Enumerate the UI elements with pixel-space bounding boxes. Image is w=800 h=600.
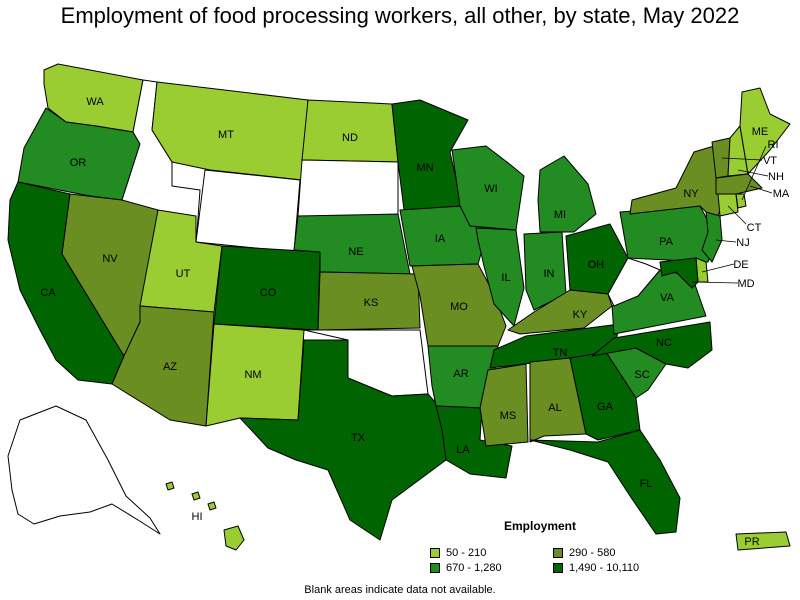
state-label-mt: MT [218,129,234,141]
state-wi [451,145,525,231]
state-label-nj: NJ [736,237,749,249]
leader-line-ma [749,185,773,194]
state-label-co: CO [260,287,277,299]
state-label-nh: NH [768,171,784,183]
state-label-wa: WA [86,96,104,108]
state-al [529,357,587,443]
state-label-de: DE [733,259,748,271]
state-label-ia: IA [435,233,446,245]
state-pa [619,205,717,263]
state-label-vt: VT [763,155,777,167]
state-label-md: MD [737,278,754,290]
state-hi [165,481,245,551]
state-ak [7,405,161,535]
leader-line-de [701,263,735,273]
state-label-ny: NY [683,188,699,200]
legend-item-bin-2: 290 - 580 [553,546,615,560]
map-title: Employment of food processing workers, a… [60,3,740,28]
state-label-ar: AR [453,368,468,380]
state-ky [507,289,613,335]
state-label-nv: NV [102,253,118,265]
state-mi [537,155,597,233]
state-wy [195,169,301,253]
state-md [659,257,699,289]
footnote: Blank areas indicate data not available. [304,584,496,596]
state-label-tx: TX [351,432,366,444]
legend-title: Employment [504,519,577,533]
state-label-ga: GA [597,401,614,413]
state-label-nm: NM [244,369,261,381]
legend-swatch [430,548,440,558]
state-label-ks: KS [364,297,379,309]
state-label-la: LA [456,444,470,456]
state-label-tn: TN [553,347,568,359]
legend-label: 50 - 210 [446,547,487,559]
state-label-sc: SC [634,369,649,381]
state-label-ut: UT [176,268,191,280]
state-label-ct: CT [747,222,762,234]
state-tx [239,339,447,541]
state-label-ca: CA [40,287,56,299]
state-mo [411,263,507,347]
state-label-mo: MO [450,301,468,313]
state-nd [301,99,399,163]
state-il [475,227,525,327]
state-label-oh: OH [588,259,605,271]
state-label-nc: NC [656,337,672,349]
leader-line-nh [737,169,769,177]
state-label-ms: MS [500,410,517,422]
legend-label: 670 - 1,280 [446,562,502,574]
state-label-me: ME [752,126,769,138]
state-fl [529,429,681,535]
state-label-ne: NE [348,246,363,258]
state-pr [735,531,791,551]
state-label-ky: KY [573,309,588,321]
state-label-ma: MA [773,188,790,200]
state-label-in: IN [544,268,555,280]
legend-label: 290 - 580 [569,547,616,559]
state-label-hi: HI [192,511,203,523]
leader-line-md [691,281,739,284]
legend-swatch [553,563,563,573]
state-ri [735,193,747,209]
leader-line-ri [741,145,767,201]
legend-swatch [430,563,440,573]
state-label-va: VA [660,292,675,304]
state-label-pa: PA [659,236,674,248]
state-label-mi: MI [554,209,566,221]
state-label-fl: FL [640,478,653,490]
leader-line-vt [721,157,763,161]
legend-item-bin-1: 50 - 210 [430,546,486,560]
leader-line-ct [727,205,747,225]
state-label-mn: MN [416,162,433,174]
state-label-or: OR [70,157,87,169]
state-label-pr: PR [744,536,759,548]
leader-line-nj [715,239,737,243]
legend-label: 1,490 - 10,110 [569,562,640,574]
state-label-az: AZ [163,361,177,373]
legend-item-bin-3: 670 - 1,280 [430,561,502,575]
state-label-al: AL [548,402,561,414]
state-ks [317,271,421,331]
legend-swatch [553,548,563,558]
state-label-wi: WI [484,183,497,195]
state-ms [479,363,529,447]
legend-item-bin-4: 1,490 - 10,110 [553,561,639,575]
state-label-nd: ND [342,132,358,144]
state-label-ri: RI [768,139,779,151]
state-ma [715,173,763,195]
state-label-il: IL [501,272,510,284]
state-nc [591,321,713,369]
state-az [111,305,215,427]
state-me [739,87,791,175]
state-nj [701,211,723,263]
